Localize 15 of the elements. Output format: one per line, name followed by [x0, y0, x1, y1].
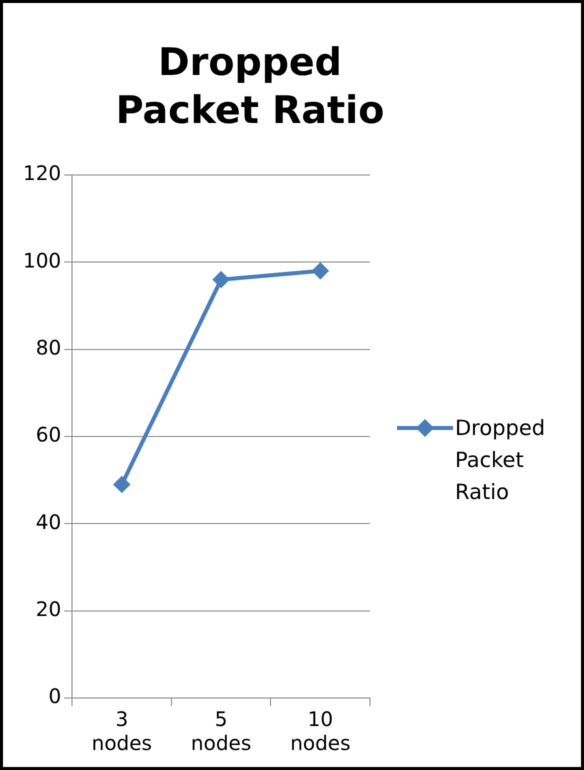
- y-tick-label: 120: [22, 161, 62, 186]
- x-tick-label: 5 nodes: [190, 707, 252, 756]
- x-tick-label: 3 nodes: [92, 707, 152, 756]
- point: [312, 262, 329, 280]
- y-tick-label: 60: [36, 422, 62, 447]
- legend-label: Dropped Packet Ratio: [455, 415, 546, 506]
- x-tick-label: 10 nodes: [290, 707, 351, 756]
- y-tick-label: 80: [36, 336, 62, 360]
- y-tick-label: 100: [22, 248, 62, 272]
- point: [113, 476, 130, 493]
- chart-title: Dropped Packet Ratio: [114, 39, 386, 134]
- y-tick-label: 0: [48, 684, 62, 708]
- y-tick-label: 20: [36, 597, 62, 622]
- point: [212, 271, 230, 288]
- y-tick-label: 40: [36, 510, 62, 534]
